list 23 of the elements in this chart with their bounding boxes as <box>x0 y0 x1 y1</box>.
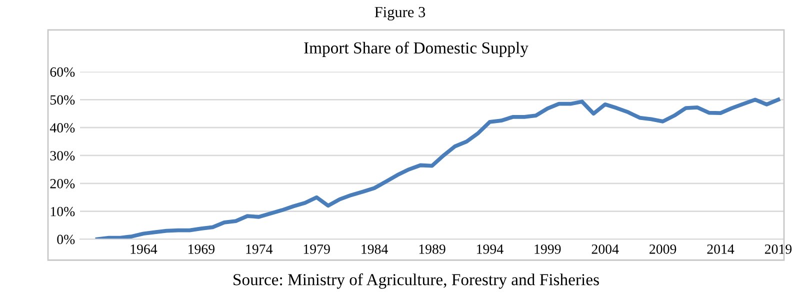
y-tick-label: 20% <box>50 178 75 188</box>
x-tick-label: 1974 <box>246 244 273 254</box>
x-tick-label: 1994 <box>477 244 504 254</box>
y-tick-label: 30% <box>50 151 75 160</box>
y-tick-label: 40% <box>50 123 75 133</box>
chart-subtitle: Import Share of Domestic Supply <box>304 42 528 57</box>
x-tick-label: 1979 <box>304 244 330 254</box>
y-tick-label: 60% <box>50 67 75 77</box>
chart-title: Figure 3 <box>374 6 426 20</box>
x-tick-label: 1984 <box>362 244 388 254</box>
x-tick-label: 2014 <box>707 244 734 254</box>
source-note: Source: Ministry of Agriculture, Forestry and Fisheries <box>234 273 599 289</box>
y-tick-label: 10% <box>50 206 75 216</box>
y-tick-label: 0% <box>57 234 75 244</box>
x-tick-label: 1989 <box>419 244 446 254</box>
y-tick-label: 50% <box>50 95 75 105</box>
line-series <box>95 98 780 240</box>
x-tick-label: 2019 <box>764 244 792 254</box>
x-tick-label: 1964 <box>130 244 158 254</box>
x-tick-label: 1969 <box>188 244 214 254</box>
x-tick-label: 1999 <box>534 244 561 254</box>
x-tick-label: 2009 <box>650 244 676 254</box>
x-tick-label: 2004 <box>592 244 619 254</box>
